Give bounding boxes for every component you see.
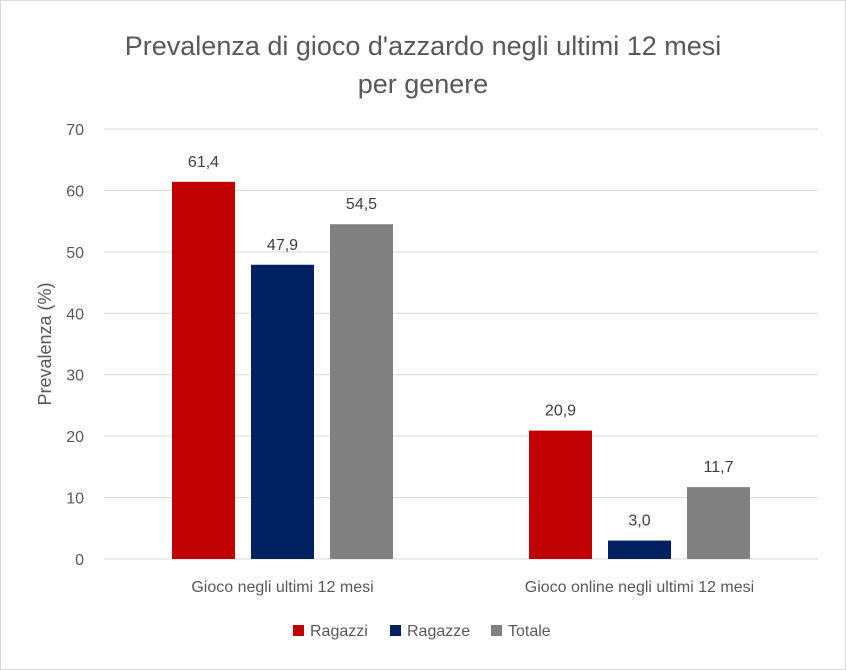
chart-title-line-2: per genere <box>358 69 489 99</box>
legend-swatch-totale <box>491 625 502 636</box>
y-tick-30: 30 <box>66 368 84 385</box>
data-label-ragazzi-2: 20,9 <box>545 403 576 420</box>
legend-swatch-ragazzi <box>293 625 304 636</box>
bar-totale-2 <box>687 487 750 559</box>
data-label-ragazzi-1: 61,4 <box>188 154 219 171</box>
bars <box>172 181 750 560</box>
y-tick-60: 60 <box>66 183 84 200</box>
legend: Ragazzi Ragazze Totale <box>293 623 551 640</box>
bar-totale-1 <box>330 224 393 559</box>
y-tick-50: 50 <box>66 245 84 262</box>
data-label-totale-2: 11,7 <box>704 459 734 476</box>
category-label-2: Gioco online negli ultimi 12 mesi <box>525 579 754 596</box>
chart-title-line-1: Prevalenza di gioco d'azzardo negli ulti… <box>125 31 721 61</box>
y-tick-10: 10 <box>66 491 84 508</box>
y-tick-0: 0 <box>75 552 84 569</box>
bar-ragazze-2 <box>608 540 671 559</box>
y-tick-40: 40 <box>66 306 84 323</box>
legend-label-ragazze: Ragazze <box>407 623 470 640</box>
data-labels: 61,4 47,9 54,5 20,9 3,0 11,7 <box>188 154 734 530</box>
bar-ragazzi-1 <box>172 181 235 560</box>
chart-title: Prevalenza di gioco d'azzardo negli ulti… <box>125 31 721 99</box>
legend-label-ragazzi: Ragazzi <box>310 623 368 640</box>
y-axis-ticks: 0 10 20 30 40 50 60 70 <box>66 122 84 569</box>
y-tick-70: 70 <box>66 122 84 139</box>
data-label-ragazze-1: 47,9 <box>267 237 298 254</box>
category-labels: Gioco negli ultimi 12 mesi Gioco online n… <box>191 579 754 596</box>
data-label-ragazze-2: 3,0 <box>628 513 650 530</box>
y-axis-label: Prevalenza (%) <box>35 282 55 405</box>
y-tick-20: 20 <box>66 429 84 446</box>
bar-ragazzi-2 <box>529 430 592 559</box>
data-label-totale-1: 54,5 <box>346 196 377 213</box>
legend-swatch-ragazze <box>390 625 401 636</box>
legend-label-totale: Totale <box>508 623 551 640</box>
bar-ragazze-1 <box>251 264 314 559</box>
category-label-1: Gioco negli ultimi 12 mesi <box>191 579 373 596</box>
